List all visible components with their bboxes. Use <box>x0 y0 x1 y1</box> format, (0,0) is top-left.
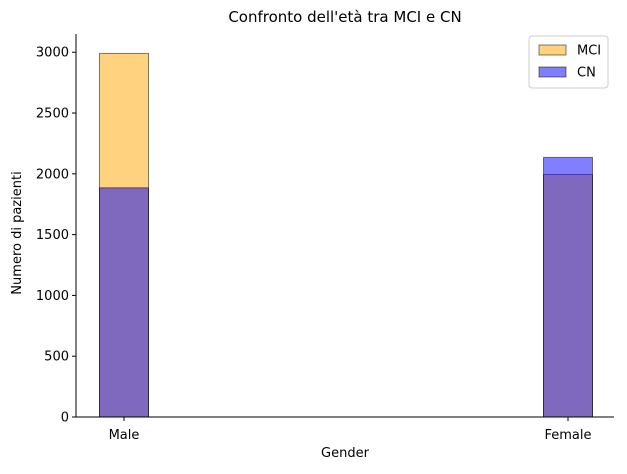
bar-cn-female <box>543 156 593 418</box>
y-tick-label: 0 <box>61 411 69 426</box>
legend-swatch-mci <box>538 44 567 56</box>
y-tick-label: 1500 <box>36 228 69 243</box>
y-tick-label: 2500 <box>36 107 69 122</box>
legend-label-cn: CN <box>577 66 596 81</box>
x-tick-label: Female <box>544 428 591 443</box>
y-axis-label: Numero di pazienti <box>10 171 25 294</box>
legend-label-mci: MCI <box>577 44 601 59</box>
x-tick-label: Male <box>109 428 140 443</box>
axes: 0 500 1000 1500 2000 2500 3000 Male Female <box>36 34 614 443</box>
chart-title: Confronto dell'età tra MCI e CN <box>228 8 461 26</box>
plot-area <box>99 52 593 418</box>
bar-cn-male <box>99 187 149 418</box>
legend: MCI CN <box>528 35 609 89</box>
x-axis-label: Gender <box>321 446 370 461</box>
legend-swatch-cn <box>538 66 567 78</box>
y-tick-label: 500 <box>44 350 69 365</box>
y-tick-label: 2000 <box>36 167 69 182</box>
y-tick-label: 1000 <box>36 289 69 304</box>
y-tick-label: 3000 <box>36 46 69 61</box>
